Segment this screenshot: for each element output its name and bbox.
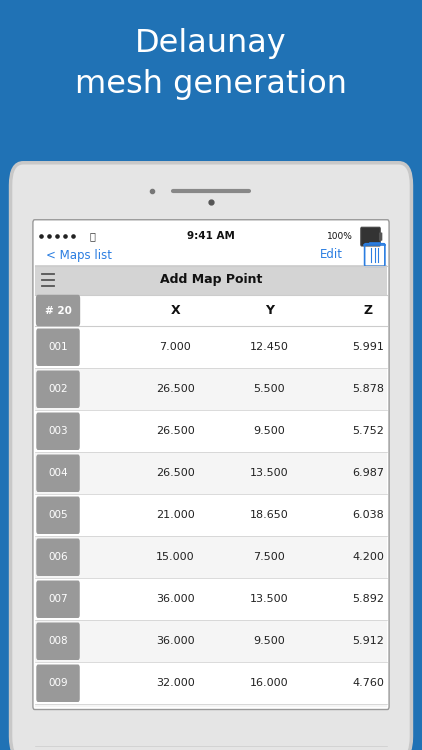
Bar [35,662,387,704]
Text: 002: 002 [48,384,68,394]
Text: 100%: 100% [327,232,353,241]
FancyBboxPatch shape [36,538,80,576]
Text: Delaunay
mesh generation: Delaunay mesh generation [75,28,347,100]
Text: 5.500: 5.500 [254,384,285,394]
Text: 4.760: 4.760 [352,678,384,688]
Text: ֍: ֍ [89,231,95,242]
Text: Add Map Point: Add Map Point [160,273,262,286]
Text: < Maps list: < Maps list [46,248,111,262]
Text: 007: 007 [48,594,68,604]
Text: 4.200: 4.200 [352,552,384,562]
FancyBboxPatch shape [36,454,80,492]
FancyBboxPatch shape [379,232,382,241]
Bar [35,494,387,536]
FancyBboxPatch shape [36,664,80,702]
Text: 5.991: 5.991 [352,342,384,352]
Text: 16.000: 16.000 [250,678,289,688]
Text: Z: Z [364,304,373,317]
Text: 5.878: 5.878 [352,384,384,394]
Text: 5.752: 5.752 [352,426,384,436]
Bar [35,265,387,295]
Text: Edit: Edit [319,248,343,262]
Bar [35,620,387,662]
Text: 12.450: 12.450 [250,342,289,352]
Text: 003: 003 [48,426,68,436]
FancyBboxPatch shape [36,496,80,534]
Bar [35,368,387,410]
Text: 008: 008 [48,636,68,646]
Bar [35,452,387,494]
Text: 6.038: 6.038 [352,510,384,520]
Text: 36.000: 36.000 [156,636,195,646]
Text: # 20: # 20 [45,305,71,316]
Text: 004: 004 [48,468,68,478]
Text: 32.000: 32.000 [156,678,195,688]
FancyBboxPatch shape [36,622,80,660]
Text: 36.000: 36.000 [156,594,195,604]
Text: 26.500: 26.500 [156,426,195,436]
Text: X: X [170,304,180,317]
Text: 7.000: 7.000 [159,342,191,352]
Bar [35,410,387,452]
Text: 006: 006 [48,552,68,562]
Text: 9:41 AM: 9:41 AM [187,231,235,242]
Bar [35,578,387,620]
Text: 26.500: 26.500 [156,468,195,478]
FancyBboxPatch shape [11,163,411,750]
Bar [35,326,387,368]
Text: 9.500: 9.500 [253,426,285,436]
FancyBboxPatch shape [36,328,80,366]
FancyBboxPatch shape [36,580,80,618]
Bar [35,295,387,326]
Text: Y: Y [265,304,274,317]
Text: 6.987: 6.987 [352,468,384,478]
Text: 5.892: 5.892 [352,594,384,604]
Text: 7.500: 7.500 [253,552,285,562]
Bar [35,536,387,578]
Text: 15.000: 15.000 [156,552,195,562]
FancyBboxPatch shape [36,295,80,326]
Text: 009: 009 [48,678,68,688]
FancyBboxPatch shape [361,227,380,246]
Text: 26.500: 26.500 [156,384,195,394]
Text: 5.912: 5.912 [352,636,384,646]
Text: 005: 005 [48,510,68,520]
Text: 9.500: 9.500 [253,636,285,646]
Text: 13.500: 13.500 [250,594,289,604]
FancyBboxPatch shape [36,370,80,408]
Text: 001: 001 [48,342,68,352]
FancyBboxPatch shape [33,220,389,710]
Text: 13.500: 13.500 [250,468,289,478]
FancyBboxPatch shape [36,413,80,450]
Text: 21.000: 21.000 [156,510,195,520]
Text: 18.650: 18.650 [250,510,289,520]
Bar [35,704,387,706]
